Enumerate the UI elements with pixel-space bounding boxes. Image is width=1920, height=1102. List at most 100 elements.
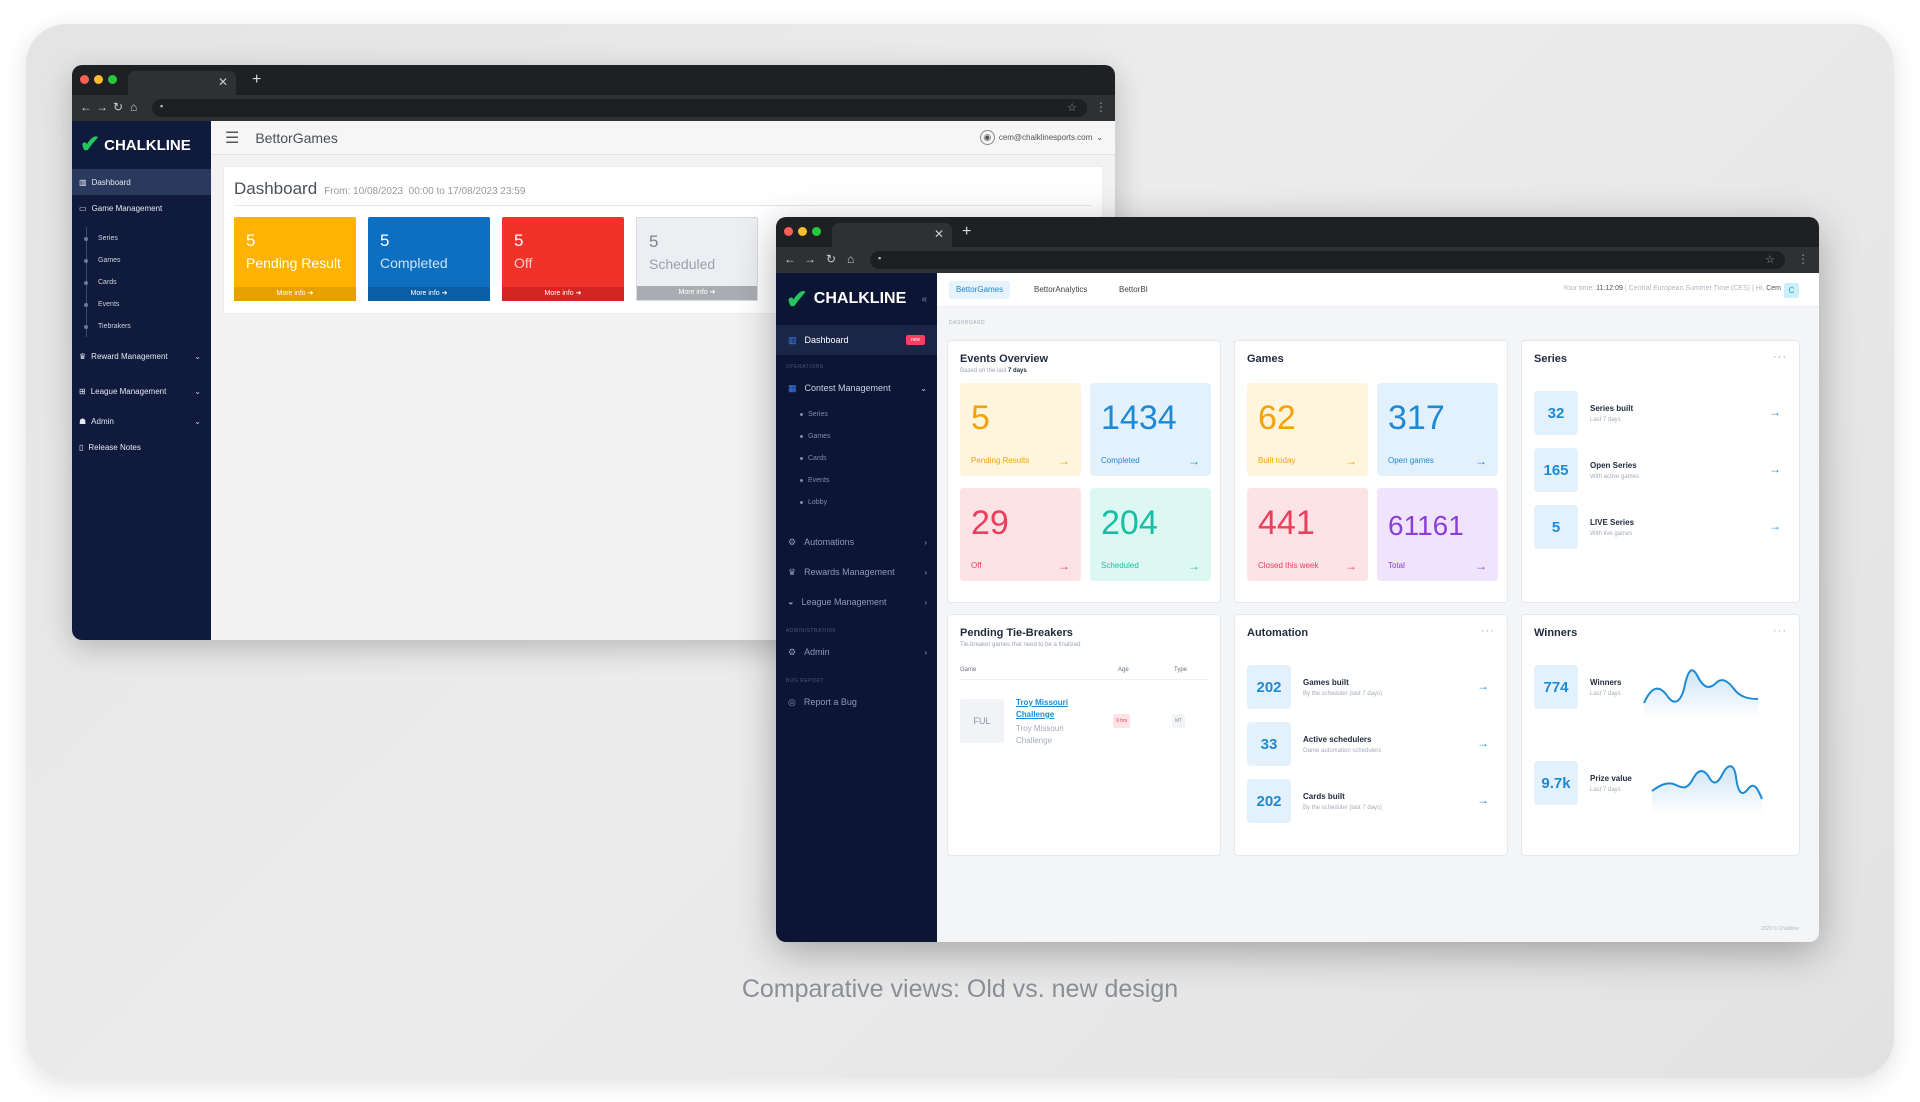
sidebar-subitem-series[interactable]: Series	[72, 227, 211, 249]
closed-this-week-tile[interactable]: 441 Closed this week →	[1247, 488, 1368, 581]
sidebar-item-league-management[interactable]: ⊞ League Management ⌄	[72, 378, 211, 404]
reload-icon[interactable]: ↻	[826, 252, 837, 266]
hamburger-menu-icon[interactable]: ☰	[225, 129, 240, 147]
logo[interactable]: ✔ CHALKLINE	[72, 121, 211, 169]
game-link[interactable]: Troy Missouri Challenge	[1016, 698, 1069, 719]
completed-tile[interactable]: 1434 Completed →	[1090, 383, 1211, 476]
total-tile[interactable]: 61161 Total →	[1377, 488, 1498, 581]
sidebar-subitem-cards[interactable]: Cards	[776, 447, 937, 469]
address-bar[interactable]: ▪ ☆	[870, 251, 1785, 269]
new-tab-icon[interactable]: +	[962, 223, 972, 240]
sidebar-subitem-cards[interactable]: Cards	[72, 271, 211, 293]
more-info-link[interactable]: More info ➜	[368, 287, 490, 301]
close-tab-icon[interactable]: ✕	[933, 227, 944, 241]
address-bar[interactable]: ▪ ☆	[152, 99, 1087, 117]
close-window-icon[interactable]	[80, 75, 89, 84]
tab-bettorbi[interactable]: BettorBI	[1119, 285, 1148, 294]
new-tab-icon[interactable]: +	[252, 71, 262, 88]
browser-tab[interactable]: ✕	[128, 71, 236, 95]
row-subtitle: Game automation schedulers	[1303, 748, 1382, 754]
off-card[interactable]: 5 Off More info ➜	[502, 217, 624, 301]
sidebar-item-report-bug[interactable]: ◎ Report a Bug	[776, 687, 937, 717]
sidebar-item-admin[interactable]: ⚙ Admin ›	[776, 637, 937, 667]
bug-icon: ◎	[788, 696, 796, 707]
sidebar-subitem-games[interactable]: Games	[776, 425, 937, 447]
caption: Comparative views: Old vs. new design	[741, 975, 1179, 1003]
more-info-link[interactable]: More info ➜	[637, 286, 757, 300]
more-options-icon[interactable]: ···	[1481, 625, 1495, 637]
reload-icon[interactable]: ↻	[113, 100, 124, 114]
sidebar-item-contest-management[interactable]: ▦ Contest Management ⌄	[776, 373, 937, 403]
sidebar-subitem-lobby[interactable]: Lobby	[776, 491, 937, 513]
sidebar-item-label: Rewards Management	[804, 567, 895, 577]
sidebar-item-rewards-management[interactable]: ♛ Rewards Management ›	[776, 557, 937, 587]
close-window-icon[interactable]	[784, 227, 793, 236]
maximize-window-icon[interactable]	[812, 227, 821, 236]
tab-bettoranalytics[interactable]: BettorAnalytics	[1034, 285, 1088, 294]
more-info-label: More info	[544, 290, 574, 297]
maximize-window-icon[interactable]	[108, 75, 117, 84]
minimize-window-icon[interactable]	[94, 75, 103, 84]
sidebar-item-admin[interactable]: ☗ Admin ⌄	[72, 408, 211, 434]
arrow-right-icon: →	[1058, 454, 1070, 468]
sidebar-subitem-games[interactable]: Games	[72, 249, 211, 271]
pending-result-card[interactable]: 5 Pending Result More info ➜	[234, 217, 356, 301]
sidebar-item-automations[interactable]: ⚙ Automations ›	[776, 527, 937, 557]
app-title: BettorGames	[255, 129, 338, 146]
pending-results-tile[interactable]: 5 Pending Results →	[960, 383, 1081, 476]
completed-card[interactable]: 5 Completed More info ➜	[368, 217, 490, 301]
off-tile[interactable]: 29 Off →	[960, 488, 1081, 581]
sidebar-item-dashboard[interactable]: ▥ Dashboard	[72, 169, 211, 195]
browser-menu-icon[interactable]: ⋮	[1797, 252, 1809, 266]
open-games-tile[interactable]: 317 Open games →	[1377, 383, 1498, 476]
sidebar-item-dashboard[interactable]: ▥ Dashboard new	[776, 325, 937, 355]
tile-value: 29	[971, 504, 1009, 542]
winners-card: Winners ··· 774 Winners Last 7 days 9.7k…	[1521, 614, 1800, 856]
bookmark-star-icon[interactable]: ☆	[1067, 102, 1077, 114]
more-info-link[interactable]: More info ➜	[502, 287, 624, 301]
browser-tab[interactable]: ✕	[832, 223, 952, 247]
forward-icon[interactable]: →	[96, 100, 108, 114]
home-icon[interactable]: ⌂	[847, 252, 855, 266]
built-today-tile[interactable]: 62 Built today →	[1247, 383, 1368, 476]
collapse-sidebar-icon[interactable]: «	[921, 293, 927, 305]
user-menu[interactable]: ◉ cem@chalklinesports.com ⌄	[979, 130, 1103, 145]
back-icon[interactable]: ←	[784, 252, 796, 266]
sidebar-subitem-series[interactable]: Series	[776, 403, 937, 425]
chevron-down-icon: ⌄	[194, 416, 201, 426]
browser-menu-icon[interactable]: ⋮	[1095, 100, 1107, 114]
row-title: Open Series	[1590, 461, 1637, 470]
more-options-icon[interactable]: ···	[1773, 625, 1787, 637]
close-tab-icon[interactable]: ✕	[217, 75, 228, 89]
more-options-icon[interactable]: ···	[1773, 351, 1787, 363]
tile-label: Built today	[1258, 456, 1296, 465]
row-title: Cards built	[1303, 792, 1345, 801]
sidebar-item-league-management[interactable]: ◒ League Management ›	[776, 587, 937, 617]
scheduled-card[interactable]: 5 Scheduled More info ➜	[636, 217, 758, 301]
sidebar-item-label: Admin	[804, 647, 830, 657]
more-info-link[interactable]: More info ➜	[234, 287, 356, 301]
minimize-window-icon[interactable]	[798, 227, 807, 236]
sidebar-item-release-notes[interactable]: ▯ Release Notes	[72, 434, 211, 460]
card-label: Pending Result	[246, 255, 341, 271]
sidebar-subitem-tiebrakers[interactable]: Tiebrakers	[72, 315, 211, 337]
sidebar-subitem-events[interactable]: Events	[776, 469, 937, 491]
old-topbar: ☰ BettorGames ◉ cem@chalklinesports.com …	[211, 121, 1115, 155]
checkmark-logo-icon: ✔	[786, 284, 808, 314]
sidebar-subitem-events[interactable]: Events	[72, 293, 211, 315]
logo[interactable]: ✔ CHALKLINE «	[776, 273, 937, 325]
sidebar-item-game-management[interactable]: ▭ Game Management	[72, 195, 211, 221]
browser-tab-strip: ✕ +	[72, 65, 1115, 95]
scheduled-tile[interactable]: 204 Scheduled →	[1090, 488, 1211, 581]
bookmark-star-icon[interactable]: ☆	[1765, 254, 1775, 266]
chevron-right-icon: ›	[924, 537, 927, 547]
tab-bettorgames[interactable]: BettorGames	[949, 281, 1011, 299]
sidebar-item-label: Reward Management	[91, 351, 168, 361]
row-subtitle: By the scheduler (last 7 days)	[1303, 805, 1383, 811]
forward-icon[interactable]: →	[804, 252, 816, 266]
avatar[interactable]: C	[1784, 283, 1799, 298]
home-icon[interactable]: ⌂	[130, 100, 138, 114]
user-avatar-icon: ◉	[979, 130, 995, 145]
back-icon[interactable]: ←	[80, 100, 92, 114]
sidebar-item-reward-management[interactable]: ♛ Reward Management ⌄	[72, 343, 211, 369]
